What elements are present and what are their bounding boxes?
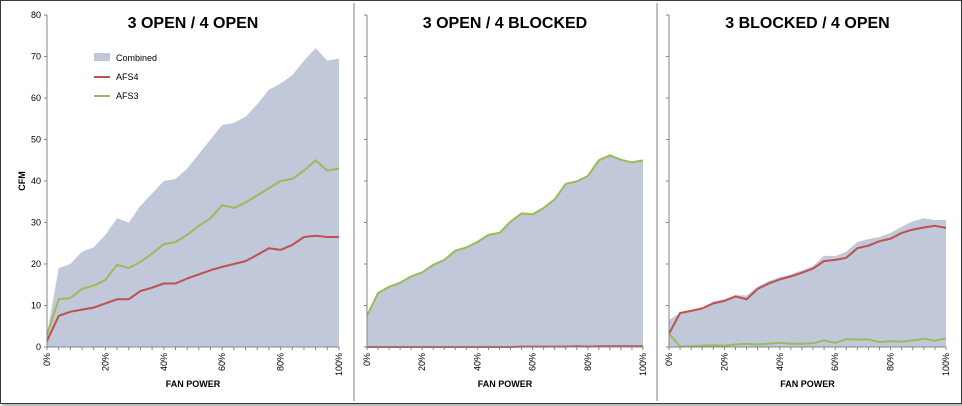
x-tick-label: 80%	[276, 353, 286, 371]
y-tick-label: 80	[31, 10, 41, 20]
x-tick-label: 80%	[583, 353, 593, 371]
x-tick-label: 20%	[417, 353, 427, 371]
y-tick-label: 40	[31, 176, 41, 186]
chart-panel-3: 0% 20% 40% 60% 80% 100% 3 BLOCKED / 4 OPEN FAN …	[664, 14, 951, 389]
x-tick-label: 20%	[719, 353, 729, 371]
x-tick-label: 80%	[886, 353, 896, 371]
chart-title: 3 OPEN / 4 BLOCKED	[423, 15, 587, 32]
x-tick-label: 0%	[42, 353, 52, 366]
chart-panel-1: 0% 20% 40% 60% 80% 100% 0 10 20 30 40 50 60 70 80 3 OPE…	[17, 10, 344, 389]
series-area-combined	[669, 218, 946, 347]
legend-label: AFS4	[116, 72, 139, 82]
series-line-afs3	[668, 333, 947, 348]
x-tick-label: 40%	[775, 353, 785, 371]
series-area-combined	[367, 155, 643, 347]
legend-label: AFS3	[116, 91, 139, 101]
x-tick-label: 100%	[638, 353, 648, 376]
y-tick-label: 60	[31, 93, 41, 103]
x-tick-label: 60%	[217, 353, 227, 371]
legend: Combined AFS4 AFS3	[94, 53, 157, 101]
chart-panel-2: 0% 20% 40% 60% 80% 100% 3 OPEN / 4 BLOCKED FAN …	[362, 14, 648, 389]
series-line-afs3	[366, 154, 644, 317]
x-tick-label: 40%	[472, 353, 482, 371]
legend-label: Combined	[116, 53, 157, 63]
series-area-combined	[47, 48, 339, 347]
y-axis-title: CFM	[17, 171, 27, 191]
y-tick-label: 0	[36, 342, 41, 352]
x-axis-title: FAN POWER	[478, 379, 533, 389]
legend-swatch	[94, 53, 110, 61]
x-axis-title: FAN POWER	[166, 379, 221, 389]
x-tick-label: 100%	[334, 353, 344, 376]
y-tick-label: 20	[31, 259, 41, 269]
series-line-afs4	[46, 234, 339, 342]
y-tick-label: 30	[31, 218, 41, 228]
x-tick-label: 0%	[664, 353, 674, 366]
chart-title: 3 OPEN / 4 OPEN	[128, 15, 259, 32]
chart-title: 3 BLOCKED / 4 OPEN	[725, 15, 889, 32]
y-tick-label: 50	[31, 135, 41, 145]
series-line-afs4	[668, 224, 947, 335]
series-line-afs3	[46, 159, 340, 335]
x-tick-label: 100%	[941, 353, 951, 376]
x-axis-title: FAN POWER	[780, 379, 835, 389]
y-tick-label: 70	[31, 52, 41, 62]
y-tick-label: 10	[31, 301, 41, 311]
x-tick-label: 60%	[830, 353, 840, 371]
x-tick-label: 40%	[159, 353, 169, 371]
x-tick-label: 60%	[528, 353, 538, 371]
x-tick-label: 20%	[100, 353, 110, 371]
x-tick-label: 0%	[362, 353, 372, 366]
